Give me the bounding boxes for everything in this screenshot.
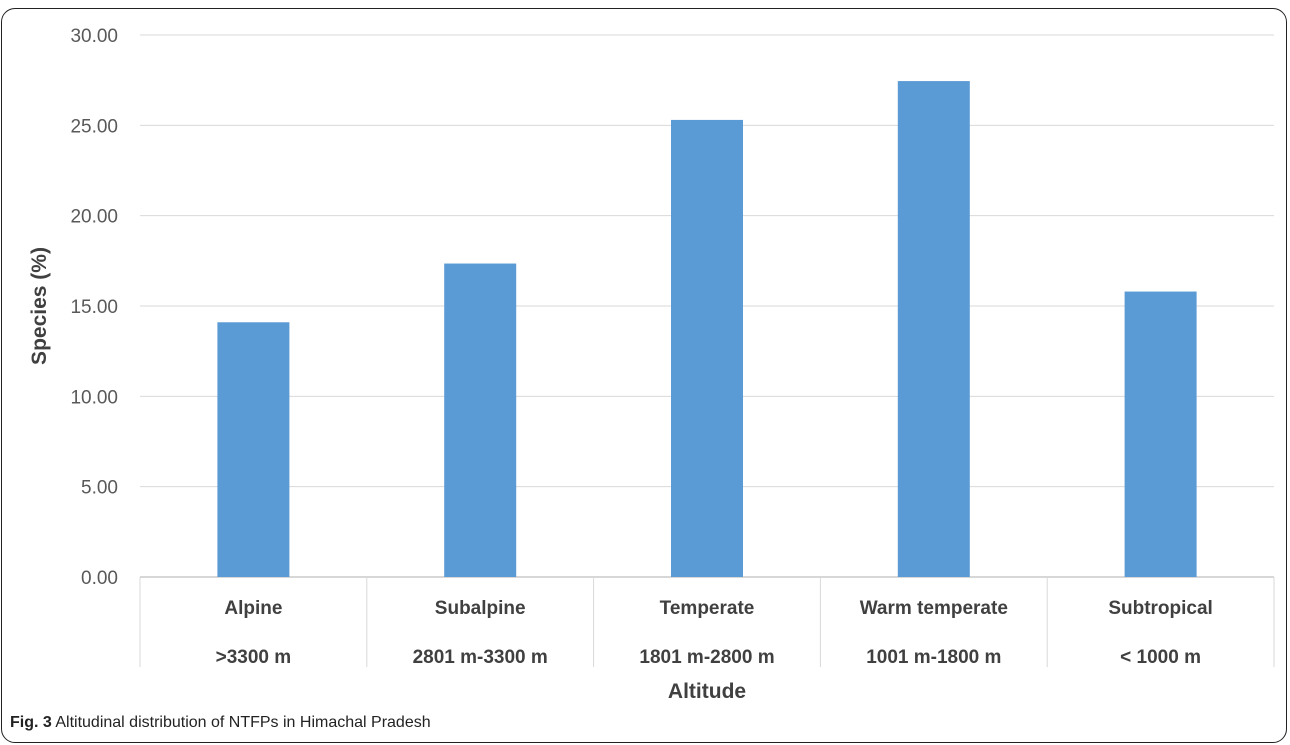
category-label: Alpine xyxy=(224,598,282,619)
bar xyxy=(671,119,743,577)
category-range-label: 1001 m-1800 m xyxy=(866,647,1001,668)
figure-number: Fig. 3 xyxy=(10,714,52,731)
caption-text: Altitudinal distribution of NTFPs in Him… xyxy=(55,714,431,731)
y-axis-title: Species (%) xyxy=(28,247,51,365)
category-range-label: 1801 m-2800 m xyxy=(639,647,774,668)
category-label: Subalpine xyxy=(435,598,526,619)
y-tick-label: 20.00 xyxy=(70,207,118,228)
figure-frame xyxy=(1,8,1287,743)
bar xyxy=(897,81,970,577)
category-label: Subtropical xyxy=(1108,598,1213,619)
bar xyxy=(444,263,517,577)
category-label: Temperate xyxy=(660,598,755,619)
bar-chart: 0.00 5.00 10.00 15.00 20.00 25.00 30.00 Alpine… xyxy=(28,26,1275,703)
y-tick-label: 10.00 xyxy=(70,387,118,408)
category-label: Warm temperate xyxy=(860,598,1008,619)
y-tick-label: 5.00 xyxy=(81,478,118,499)
category-labels: Alpine >3300 m Subalpine 2801 m-3300 m Tempe… xyxy=(216,598,1213,668)
figure-caption: Fig. 3 Altitudinal distribution of NTFPs… xyxy=(10,714,431,732)
y-tick-label: 25.00 xyxy=(70,116,118,137)
y-tick-label: 0.00 xyxy=(81,568,118,589)
category-range-label: 2801 m-3300 m xyxy=(413,647,548,668)
bars xyxy=(217,81,1197,577)
y-tick-label: 15.00 xyxy=(70,297,118,318)
y-tick-labels: 0.00 5.00 10.00 15.00 20.00 25.00 30.00 xyxy=(70,26,118,589)
x-axis-title: Altitude xyxy=(668,680,746,703)
category-range-label: >3300 m xyxy=(216,647,292,668)
bar xyxy=(217,322,290,577)
category-range-label: < 1000 m xyxy=(1120,647,1201,668)
y-tick-label: 30.00 xyxy=(70,26,118,47)
bar xyxy=(1124,291,1197,577)
